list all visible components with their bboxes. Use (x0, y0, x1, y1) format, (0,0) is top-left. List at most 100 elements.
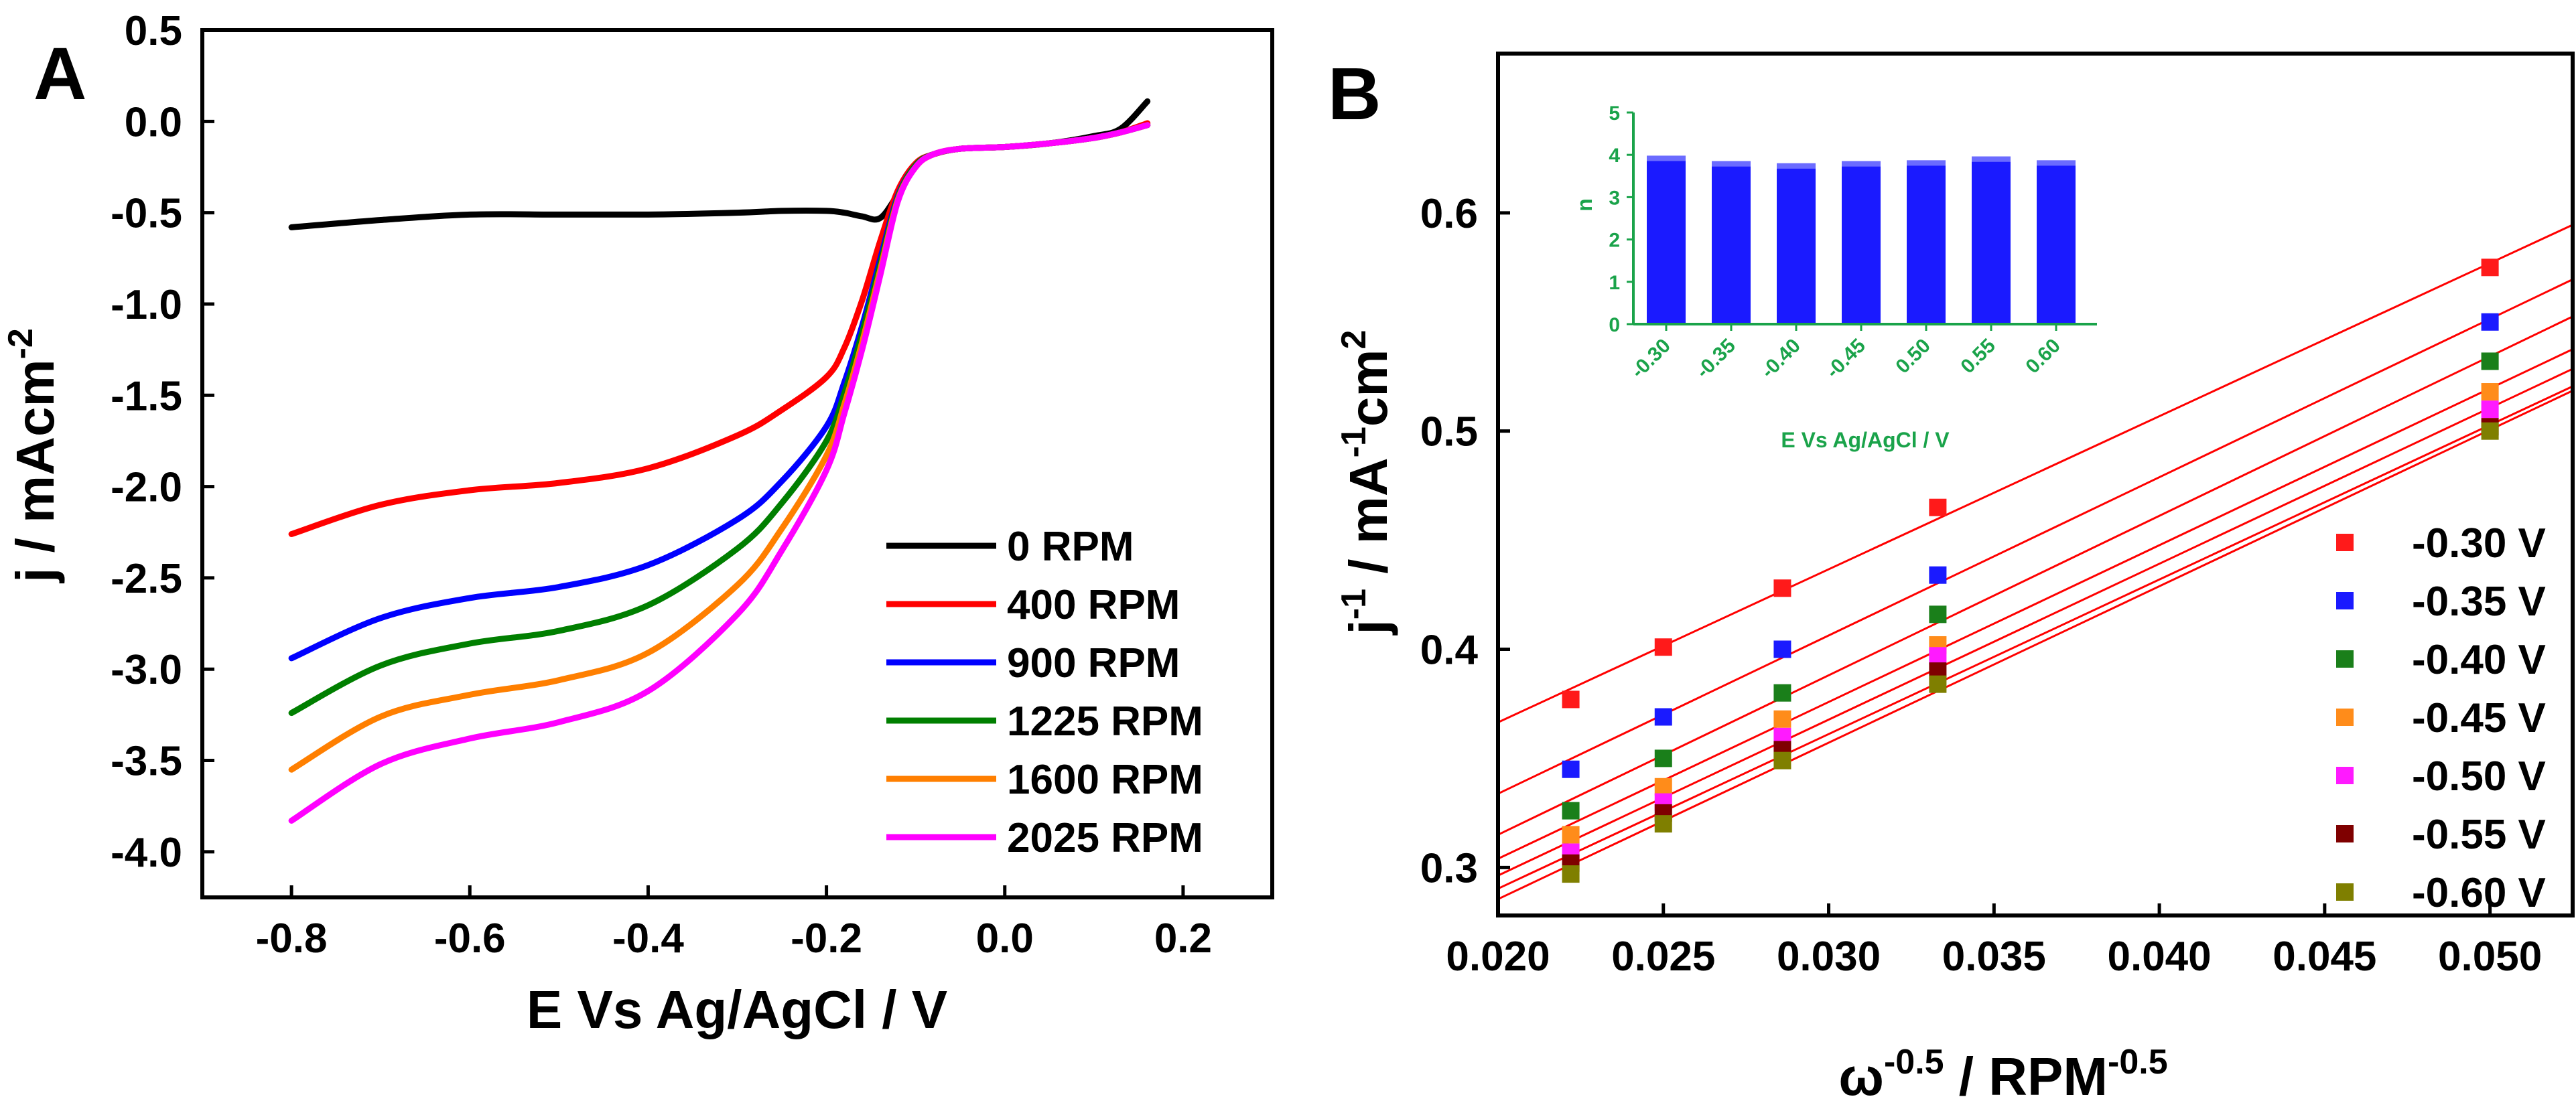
panel-b-legend-label: -0.45 V (2412, 695, 2546, 741)
panel-b-y-axis-title: j-1 / mA-1cm2 (1335, 330, 1398, 636)
panel-b-legend-marker (2336, 534, 2354, 551)
panel-b-points (1562, 259, 2499, 883)
inset-bar-highlight (1972, 156, 2011, 162)
panel-a-legend: 0 RPM 400 RPM 900 RPM 1225 RPM 1600 RPM 2025 … (886, 524, 1203, 861)
panel-b-fit-line (1497, 224, 2573, 724)
panel-b-y-j-sup: -1 (1335, 589, 1373, 619)
panel-a-x-tick-label: 0.2 (1154, 915, 1212, 962)
inset-y-tick-label: 1 (1609, 272, 1620, 294)
panel-b-fit-line (1497, 315, 2573, 836)
panel-a-y-axis-title: j / mAcm-2 (1, 328, 65, 584)
panel-a-frame (200, 28, 1274, 899)
panel-a-legend-label: 2025 RPM (1007, 815, 1203, 861)
inset-bar-highlight (1907, 160, 1946, 166)
panel-b-data-point (1773, 684, 1791, 702)
panel-a-legend-label: 900 RPM (1007, 640, 1180, 686)
panel-b-y-end: cm (1339, 349, 1398, 427)
panel-b-y-j: j (1339, 619, 1398, 636)
panel-b-data-point (1654, 708, 1672, 726)
panel-b-fit-lines (1497, 224, 2573, 900)
panel-a-y-tick-label: -3.5 (111, 739, 182, 785)
panel-b-legend-label: -0.40 V (2412, 637, 2546, 683)
inset-bar-highlight (1777, 163, 1816, 169)
panel-b-data-point (1562, 826, 1580, 844)
inset-x-axis-title: E Vs Ag/AgCl / V (1781, 428, 1950, 452)
inset-y-tick-label: 2 (1609, 230, 1620, 252)
panel-a-y-tick-label: -2.0 (111, 465, 182, 511)
panel-b-data-point (1929, 566, 1947, 584)
panel-a-y-tick-label: -0.5 (111, 191, 182, 237)
panel-b: B 0.020 0.025 0.030 0.035 0.040 0.045 0.050 0.3… (1328, 52, 2575, 1105)
inset-y-tick-label: 5 (1609, 102, 1620, 125)
panel-b-data-point (2481, 313, 2499, 331)
panel-b-data-point (1654, 749, 1672, 767)
panel-b-x-tick-label: 0.040 (2107, 934, 2211, 980)
panel-b-y-mid-sup: -1 (1335, 427, 1373, 457)
panel-b-legend-marker (2336, 650, 2354, 668)
panel-a: A -0.8 -0.6 -0.4 -0.2 0.0 0.2 0.5 0.0 -0.5 -1.0 -1… (1, 8, 1274, 1039)
panel-a-series (288, 98, 1151, 824)
panel-b-data-point (1562, 690, 1580, 709)
panel-a-y-tick-label: -3.0 (111, 647, 182, 693)
panel-a-legend-label: 400 RPM (1007, 582, 1180, 628)
panel-b-data-point (1929, 605, 1947, 623)
panel-b-legend-label: -0.55 V (2412, 812, 2546, 858)
panel-b-legend-label: -0.35 V (2412, 579, 2546, 625)
panel-b-x-tick-label: 0.050 (2438, 934, 2542, 980)
inset-bar (2037, 160, 2076, 324)
panel-a-x-tick-label: -0.8 (256, 915, 328, 962)
panel-b-x-omega: ω (1838, 1047, 1884, 1105)
panel-a-x-axis-title: E Vs Ag/AgCl / V (527, 980, 947, 1039)
panel-b-fit-line (1497, 368, 2573, 877)
panel-b-y-tick-label: 0.3 (1420, 845, 1478, 891)
panel-b-y-mid: / mA (1339, 457, 1398, 589)
inset-y-tick-label: 4 (1609, 145, 1620, 167)
panel-b-data-point (2481, 352, 2499, 370)
panel-a-y-tick-label: -4.0 (111, 830, 182, 876)
panel-a-legend-label: 1225 RPM (1007, 698, 1203, 745)
inset-bar (1647, 155, 1686, 324)
inset-y-axis-title: n (1572, 198, 1597, 212)
panel-b-legend-label: -0.60 V (2412, 870, 2546, 916)
panel-b-y-tick-label: 0.4 (1420, 627, 1479, 673)
inset-y-tick-label: 0 (1609, 314, 1620, 336)
panel-b-data-point (2481, 422, 2499, 440)
panel-a-legend-label: 1600 RPM (1007, 757, 1203, 803)
panel-a-y-tick-label: 0.5 (125, 8, 182, 54)
panel-a-y-axis-title-sup: -2 (1, 328, 40, 359)
panel-b-legend-marker (2336, 767, 2354, 784)
inset-bar-highlight (2037, 160, 2076, 166)
panel-b-x-rest: / RPM (1944, 1047, 2108, 1105)
panel-b-x-omega-sup: -0.5 (1884, 1043, 1944, 1082)
inset-bar (1842, 161, 1881, 324)
inset-bar-highlight (1842, 161, 1881, 167)
inset-bar-highlight (1712, 161, 1751, 167)
panel-b-data-point (1929, 498, 1947, 516)
panel-b-fit-line (1497, 278, 2573, 795)
panel-b-frame (1496, 52, 2575, 917)
panel-b-legend-marker (2336, 825, 2354, 842)
inset-bars (1647, 155, 2076, 324)
panel-b-x-axis-title: ω-0.5 / RPM-0.5 (1838, 1043, 2167, 1105)
panel-a-series-line (288, 122, 1151, 824)
panel-a-x-tick-label: -0.6 (434, 915, 506, 962)
inset-bar (1777, 163, 1816, 324)
panel-a-label: A (33, 33, 86, 115)
panel-a-x-tick-label: 0.0 (976, 915, 1034, 962)
panel-b-y-tick-label: 0.6 (1420, 191, 1478, 237)
panel-b-legend-marker (2336, 883, 2354, 901)
panel-a-y-tick-label: -1.5 (111, 373, 182, 419)
panel-b-x-tick-label: 0.035 (1942, 934, 2046, 980)
inset-bar (1712, 161, 1751, 324)
inset-bar (1972, 156, 2011, 324)
panel-b-legend-label: -0.30 V (2412, 520, 2546, 567)
panel-b-x-tick-label: 0.030 (1777, 934, 1881, 980)
panel-b-ticks: 0.020 0.025 0.030 0.035 0.040 0.045 0.050 0.3 0.… (1420, 191, 2542, 980)
panel-b-data-point (1562, 802, 1580, 820)
panel-a-legend-label: 0 RPM (1007, 524, 1134, 570)
panel-b-x-tick-label: 0.020 (1446, 934, 1550, 980)
panel-b-data-point (1773, 640, 1791, 658)
panel-b-data-point (1773, 751, 1791, 769)
panel-b-legend: -0.30 V -0.35 V -0.40 V -0.45 V -0.50 V -0.55… (2336, 520, 2546, 916)
